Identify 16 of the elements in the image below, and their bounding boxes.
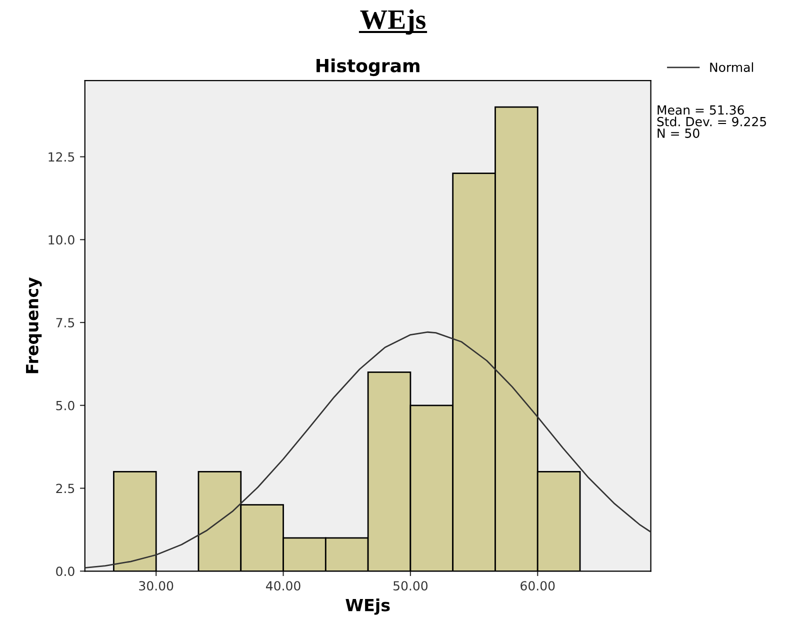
x-tick-label: 60.00 xyxy=(520,581,555,591)
y-tick-label: 2.5 xyxy=(56,484,74,494)
x-axis-title: WEjs xyxy=(346,598,390,615)
y-tick-label: 10.0 xyxy=(48,235,74,245)
y-tick-label: 7.5 xyxy=(56,318,74,328)
text: Mean = 51.36 Std. Dev. = 9.225 N = 50 xyxy=(657,105,766,138)
legend-label: Normal xyxy=(710,62,754,72)
y-axis-title: Frequency xyxy=(26,277,42,374)
x-tick-label: 40.00 xyxy=(266,581,300,591)
chart-subtitle: Histogram xyxy=(316,58,420,76)
y-tick-label: 12.5 xyxy=(48,152,74,162)
y-tick-label: 5.0 xyxy=(56,400,74,410)
chart-title: WEjs xyxy=(360,9,426,35)
x-tick-label: 50.00 xyxy=(394,581,428,591)
y-tick-label: 0.0 xyxy=(56,566,74,576)
x-tick-label: 30.00 xyxy=(139,581,174,591)
